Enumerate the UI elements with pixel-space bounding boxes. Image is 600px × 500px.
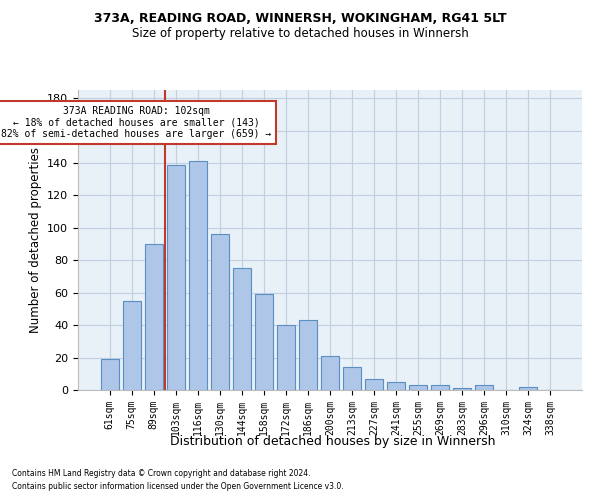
Text: Contains HM Land Registry data © Crown copyright and database right 2024.: Contains HM Land Registry data © Crown c…	[12, 468, 311, 477]
Text: 373A READING ROAD: 102sqm
← 18% of detached houses are smaller (143)
82% of semi: 373A READING ROAD: 102sqm ← 18% of detac…	[1, 106, 271, 140]
Text: Distribution of detached houses by size in Winnersh: Distribution of detached houses by size …	[170, 435, 496, 448]
Bar	[520, 387, 537, 390]
Bar	[255, 294, 273, 390]
Bar	[299, 320, 317, 390]
Bar	[167, 164, 185, 390]
Bar	[454, 388, 471, 390]
Bar	[189, 162, 206, 390]
Bar	[233, 268, 251, 390]
Bar	[321, 356, 339, 390]
Bar	[211, 234, 229, 390]
Bar	[277, 325, 295, 390]
Bar	[475, 385, 493, 390]
Bar	[431, 385, 449, 390]
Bar	[343, 368, 361, 390]
Y-axis label: Number of detached properties: Number of detached properties	[29, 147, 41, 333]
Bar	[145, 244, 163, 390]
Bar	[387, 382, 405, 390]
Bar	[409, 385, 427, 390]
Bar	[123, 301, 140, 390]
Text: Contains public sector information licensed under the Open Government Licence v3: Contains public sector information licen…	[12, 482, 344, 491]
Text: 373A, READING ROAD, WINNERSH, WOKINGHAM, RG41 5LT: 373A, READING ROAD, WINNERSH, WOKINGHAM,…	[94, 12, 506, 26]
Text: Size of property relative to detached houses in Winnersh: Size of property relative to detached ho…	[131, 28, 469, 40]
Bar	[101, 359, 119, 390]
Bar	[365, 378, 383, 390]
